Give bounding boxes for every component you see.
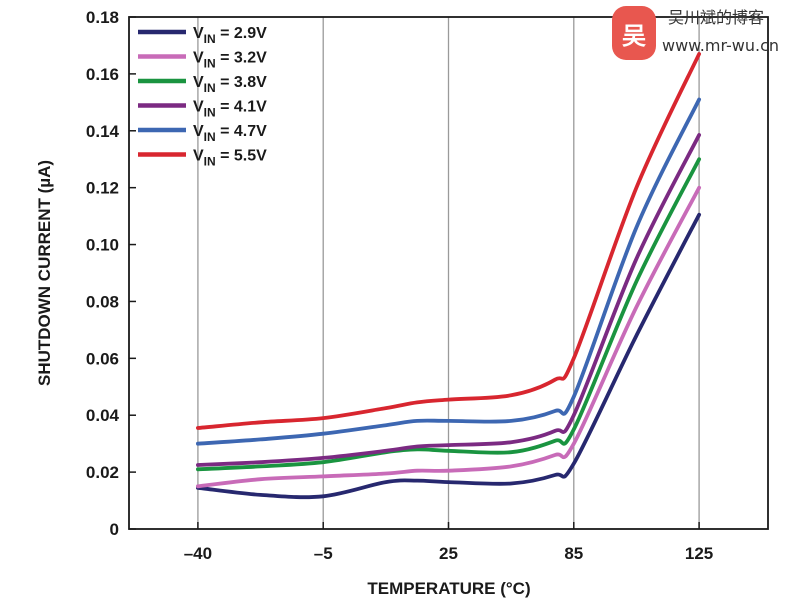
axes: 0 0.02 0.04 0.06 0.08 0.10 0.12 0.14 0.16 0.18 –40… [86, 8, 713, 563]
legend-label: VIN = 4.7V [193, 123, 267, 144]
y-tick-label: 0.06 [86, 349, 119, 368]
x-tick-label: 125 [685, 544, 713, 563]
series-line-0 [196, 212, 701, 500]
y-tick-label: 0 [110, 520, 119, 539]
watermark: 吴 吴川斌的博客 www.mr-wu.cn [612, 6, 779, 60]
legend-label: VIN = 3.8V [193, 74, 267, 95]
x-tick-label: –5 [314, 544, 333, 563]
series-line-2 [196, 157, 701, 472]
y-tick-label: 0.08 [86, 292, 119, 311]
y-axis-title: SHUTDOWN CURRENT (µA) [35, 160, 54, 386]
x-tick-label: 25 [439, 544, 458, 563]
watermark-name: 吴川斌的博客 [668, 8, 764, 27]
watermark-logo-icon [612, 6, 656, 60]
y-tick-label: 0.16 [86, 65, 119, 84]
series-lines [196, 52, 701, 500]
watermark-url: www.mr-wu.cn [662, 36, 779, 55]
y-tick-label: 0.10 [86, 236, 119, 255]
x-tick-label: –40 [184, 544, 212, 563]
series-line-4 [196, 97, 701, 446]
series-line-3 [196, 133, 701, 467]
legend-label: VIN = 2.9V [193, 25, 267, 46]
series-line-1 [196, 185, 701, 489]
y-tick-label: 0.18 [86, 8, 119, 27]
y-tick-label: 0.14 [86, 122, 120, 141]
y-tick-label: 0.12 [86, 179, 119, 198]
legend-label: VIN = 3.2V [193, 50, 267, 71]
watermark-logo-char: 吴 [622, 22, 646, 50]
y-tick-label: 0.02 [86, 463, 119, 482]
y-tick-label: 0.04 [86, 406, 120, 425]
x-tick-label: 85 [564, 544, 583, 563]
legend-label: VIN = 5.5V [193, 148, 267, 169]
legend-label: VIN = 4.1V [193, 99, 267, 120]
x-axis-title: TEMPERATURE (°C) [367, 579, 530, 598]
legend: VIN = 2.9V VIN = 3.2V VIN = 3.8V VIN = 4.1V… [138, 25, 267, 169]
series-line-5 [196, 52, 701, 430]
